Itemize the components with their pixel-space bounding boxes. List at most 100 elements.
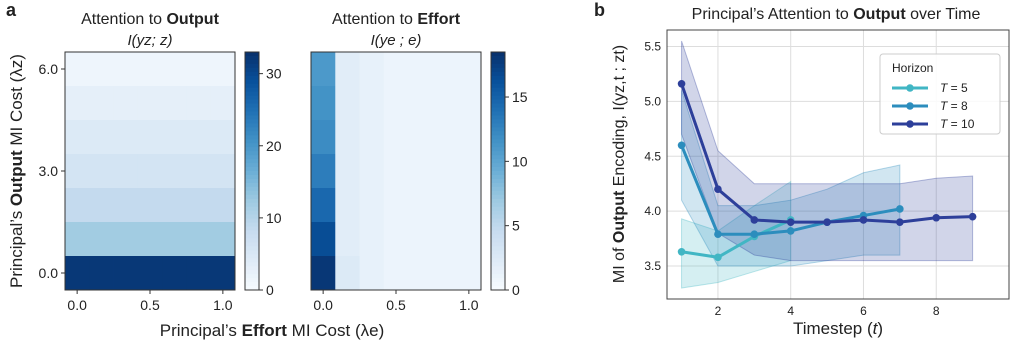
heatmap-effort-cell-r1-c0 <box>311 86 336 121</box>
heatmap-effort-cell-r5-c4 <box>408 222 433 257</box>
series-2-point <box>932 213 941 222</box>
heatmap-effort-cell-r6-c0 <box>311 256 336 291</box>
colorbar-segment <box>245 107 259 112</box>
heatmap-output-cell-r6-c5 <box>186 256 212 291</box>
colorbar-segment <box>245 210 259 216</box>
panel-a-label: a <box>6 0 17 20</box>
y-tick-label: 4.5 <box>644 149 661 163</box>
heatmap-output-cell-r0-c5 <box>186 52 212 87</box>
heatmap-output-cell-r6-c2 <box>113 256 139 291</box>
colorbar-segment <box>491 282 505 287</box>
colorbar-segment <box>245 127 259 132</box>
heatmap-output-cell-r3-c5 <box>186 154 212 189</box>
colorbar-segment <box>491 123 505 128</box>
colorbar-segment <box>491 178 505 184</box>
colorbar-segment <box>491 258 505 263</box>
series-2-point <box>786 218 795 226</box>
colorbar-segment <box>491 246 505 251</box>
colorbar-segment <box>245 147 259 152</box>
colorbar-segment <box>491 143 505 148</box>
heatmap-effort-cell-r5-c1 <box>335 222 360 257</box>
colorbar-segment <box>245 115 259 120</box>
heatmap-effort: Attention to Effort I(ye ; e) 0.0 0.5 1.0 … <box>310 11 528 313</box>
colorbar-segment <box>245 238 259 243</box>
series-line-0 <box>681 218 792 259</box>
heatmap-output-cell-r5-c5 <box>186 222 212 257</box>
shared-x-axis-label: Principal’s Effort MI Cost (λe) <box>160 321 385 340</box>
colorbar-segment <box>491 147 505 152</box>
line-chart-ticks: 2 4 6 8 3.5 4.0 4.5 5.0 5.5 <box>644 39 940 318</box>
x-tick-label: 0.5 <box>386 297 406 313</box>
colorbar-segment <box>245 83 259 89</box>
colorbar-segment <box>491 91 505 97</box>
colorbar-segment <box>245 286 259 291</box>
shared-y-axis-label: Principal’s Output MI Cost (λz) <box>7 54 26 288</box>
colorbar-segment <box>491 242 505 247</box>
colorbar-segment <box>491 135 505 140</box>
heatmap-output-cell-r2-c5 <box>186 120 212 155</box>
colorbar-segment <box>245 52 259 57</box>
colorbar-segment <box>245 91 259 97</box>
heatmap-effort-cell-r0-c6 <box>456 52 482 87</box>
colorbar-segment <box>245 194 259 200</box>
colorbar-segment <box>491 250 505 255</box>
heatmap-effort-cell-r5-c5 <box>432 222 458 257</box>
colorbar-segment <box>245 87 259 93</box>
colorbar-segment <box>245 155 259 160</box>
colorbar-segment <box>491 190 505 196</box>
colorbar-segment <box>491 186 505 192</box>
heatmap-effort-cell-r0-c4 <box>408 52 433 87</box>
colorbar-segment <box>245 119 259 124</box>
heatmap-output-cell-r3-c4 <box>162 154 187 189</box>
series-2-point <box>714 185 722 194</box>
colorbar-tick-label: 0 <box>512 282 520 298</box>
colorbar-segment <box>491 270 505 275</box>
colorbar-segment <box>245 123 259 128</box>
heatmap-output-cell-r4-c2 <box>113 188 139 223</box>
y-tick-label: 5.5 <box>644 39 661 53</box>
heatmap-output-cell-r6-c1 <box>89 256 114 291</box>
heatmap-output-cell-r3-c6 <box>210 154 236 189</box>
colorbar-segment <box>245 234 259 239</box>
heatmap-effort-cell-r6-c6 <box>456 256 482 291</box>
heatmap-effort-colorbar: 0 5 10 15 <box>490 51 528 298</box>
colorbar-segment <box>245 242 259 247</box>
heatmap-output-cell-r2-c4 <box>162 120 187 155</box>
colorbar-segment <box>491 151 505 156</box>
legend-title: Horizon <box>892 61 933 75</box>
heatmap-output-cell-r5-c1 <box>89 222 114 257</box>
series-0-point <box>714 253 722 262</box>
colorbar-segment <box>491 131 505 136</box>
heatmap-effort-cell-r1-c5 <box>432 86 458 121</box>
heatmap-output-cell-r1-c1 <box>89 86 114 121</box>
colorbar-tick-label: 30 <box>266 66 282 82</box>
colorbar-segment <box>245 71 259 77</box>
colorbar-segment <box>245 254 259 259</box>
series-2-point <box>823 218 831 226</box>
heatmap-output-cell-r4-c3 <box>137 188 163 223</box>
heatmap-effort-cells <box>311 52 482 291</box>
colorbar-segment <box>491 214 505 220</box>
colorbar-segment <box>491 115 505 120</box>
heatmap-output-cell-r4-c0 <box>65 188 90 223</box>
series-2-point <box>677 80 686 88</box>
legend-label: T = 10 <box>940 117 975 131</box>
colorbar-segment <box>245 79 259 85</box>
heatmap-effort-cell-r2-c1 <box>335 120 360 155</box>
y-tick-label: 6.0 <box>39 61 59 77</box>
colorbar-segment <box>491 155 505 160</box>
series-2-point <box>968 212 977 221</box>
heatmap-effort-cell-r5-c2 <box>359 222 385 257</box>
colorbar-segment <box>491 95 505 101</box>
colorbar-segment <box>245 67 259 73</box>
heatmap-effort-cell-r2-c6 <box>456 120 482 155</box>
colorbar-segment <box>245 182 259 188</box>
colorbar-segment <box>491 163 505 168</box>
heatmap-output-cell-r5-c2 <box>113 222 139 257</box>
heatmap-effort-cell-r1-c6 <box>456 86 482 121</box>
series-2-point <box>750 216 759 224</box>
heatmap-effort-cell-r3-c0 <box>311 154 336 189</box>
heatmap-effort-cell-r3-c2 <box>359 154 385 189</box>
colorbar-segment <box>491 254 505 259</box>
colorbar-segment <box>491 99 505 105</box>
